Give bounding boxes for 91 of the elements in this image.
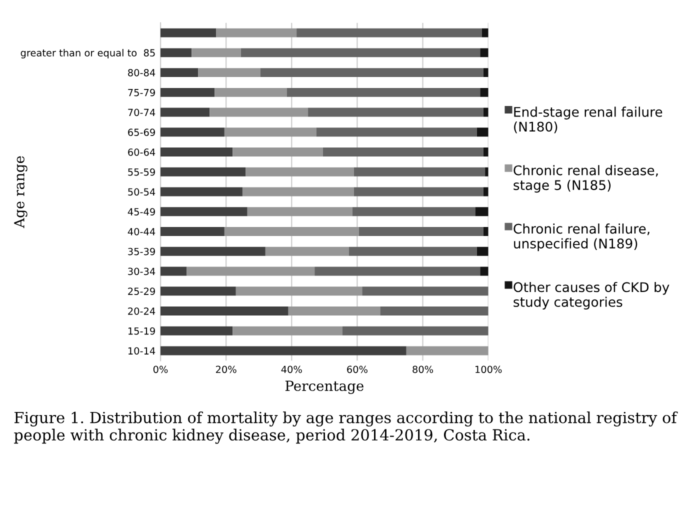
bar [224,227,359,236]
bar [160,346,406,356]
y-tick-label: 35-39 [128,248,155,256]
bar [160,306,288,316]
bar [316,128,477,137]
bar [224,128,316,137]
bar [214,88,287,97]
caption: Figure 1. Distribution of mortality by age ranges according to the national registry of people with chronic kidney disease, period 2014-2019, Costa Rica. [14,411,678,444]
bar [483,148,488,156]
y-tick-label: 75-79 [128,88,155,96]
y-tick-label: 80-84 [128,69,156,76]
bar [198,68,260,78]
legend-label: Chronic renal failure, unspecified (N189) [514,224,650,252]
x-axis-title: Percentage [285,380,364,394]
y-tick-label: 45-49 [128,208,155,216]
bar [160,227,224,236]
bar [160,266,187,276]
bar [314,266,480,276]
y-tick-label: 30-34 [128,268,156,276]
y-tick-label: greater than or equal to 85 [20,48,155,58]
bar [352,207,476,216]
bar [406,346,488,356]
bar [160,128,224,137]
bar [354,187,484,196]
bar [475,207,488,216]
bar [480,88,488,97]
bar [482,28,488,38]
legend-label: Other causes of CKD by study categories [514,282,670,310]
bar [236,286,362,296]
x-tick-label: 60% [347,366,368,374]
bar [160,148,233,156]
legend-label: End-stage renal failure (N180) [514,106,662,134]
bar [380,306,488,316]
bar [232,326,342,336]
bar [286,88,480,97]
bar [308,108,484,117]
bar [483,68,488,78]
y-tick-label: 55-59 [128,168,155,176]
bar [349,246,477,256]
bar [483,108,488,117]
bar [240,48,480,58]
bar [247,207,352,216]
bar [186,266,315,276]
y-tick-label: 15-19 [128,327,155,335]
bar [358,227,484,236]
bar [260,68,484,78]
bar [160,246,266,256]
y-tick-label: 25-29 [128,288,155,295]
y-tick-label: 20-24 [128,307,156,315]
y-tick-label: 40-44 [128,228,156,236]
bar [322,148,484,156]
x-tick-label: 100% [476,366,502,374]
bar [476,246,488,256]
y-tick-label: 10-14 [128,347,156,355]
bar [160,326,233,336]
x-tick-label: 0% [153,366,168,374]
y-tick-label: 50-54 [128,188,156,196]
bar [232,148,323,156]
bar [210,108,308,117]
bar [265,246,350,256]
bar [246,167,354,176]
x-tick-label: 80% [412,366,434,374]
bar [160,68,198,78]
bar [362,286,488,296]
bar [354,167,486,176]
bar [288,306,380,316]
bar [242,187,354,196]
x-tick-label: 20% [216,366,236,374]
bar [160,286,236,296]
bar [160,48,192,58]
x-tick-label: 40% [281,366,302,374]
bar [160,88,215,97]
bar [485,167,488,176]
y-tick-label: 65-69 [128,128,155,136]
bar [160,167,246,176]
bar [160,28,216,38]
bar [160,187,242,196]
bar [216,28,297,38]
bar [480,48,488,58]
legend-label: Chronic renal disease, stage 5 (N185) [514,165,658,193]
y-axis-title: Age range [14,156,28,228]
bar [483,227,488,236]
bar [476,128,488,137]
bar [192,48,241,58]
y-tick-label: 60-64 [128,148,156,156]
bar [480,266,488,276]
bar [160,207,248,216]
bar [296,28,482,38]
bar [160,108,210,117]
bar [342,326,488,336]
y-tick-label: 70-74 [128,108,156,116]
